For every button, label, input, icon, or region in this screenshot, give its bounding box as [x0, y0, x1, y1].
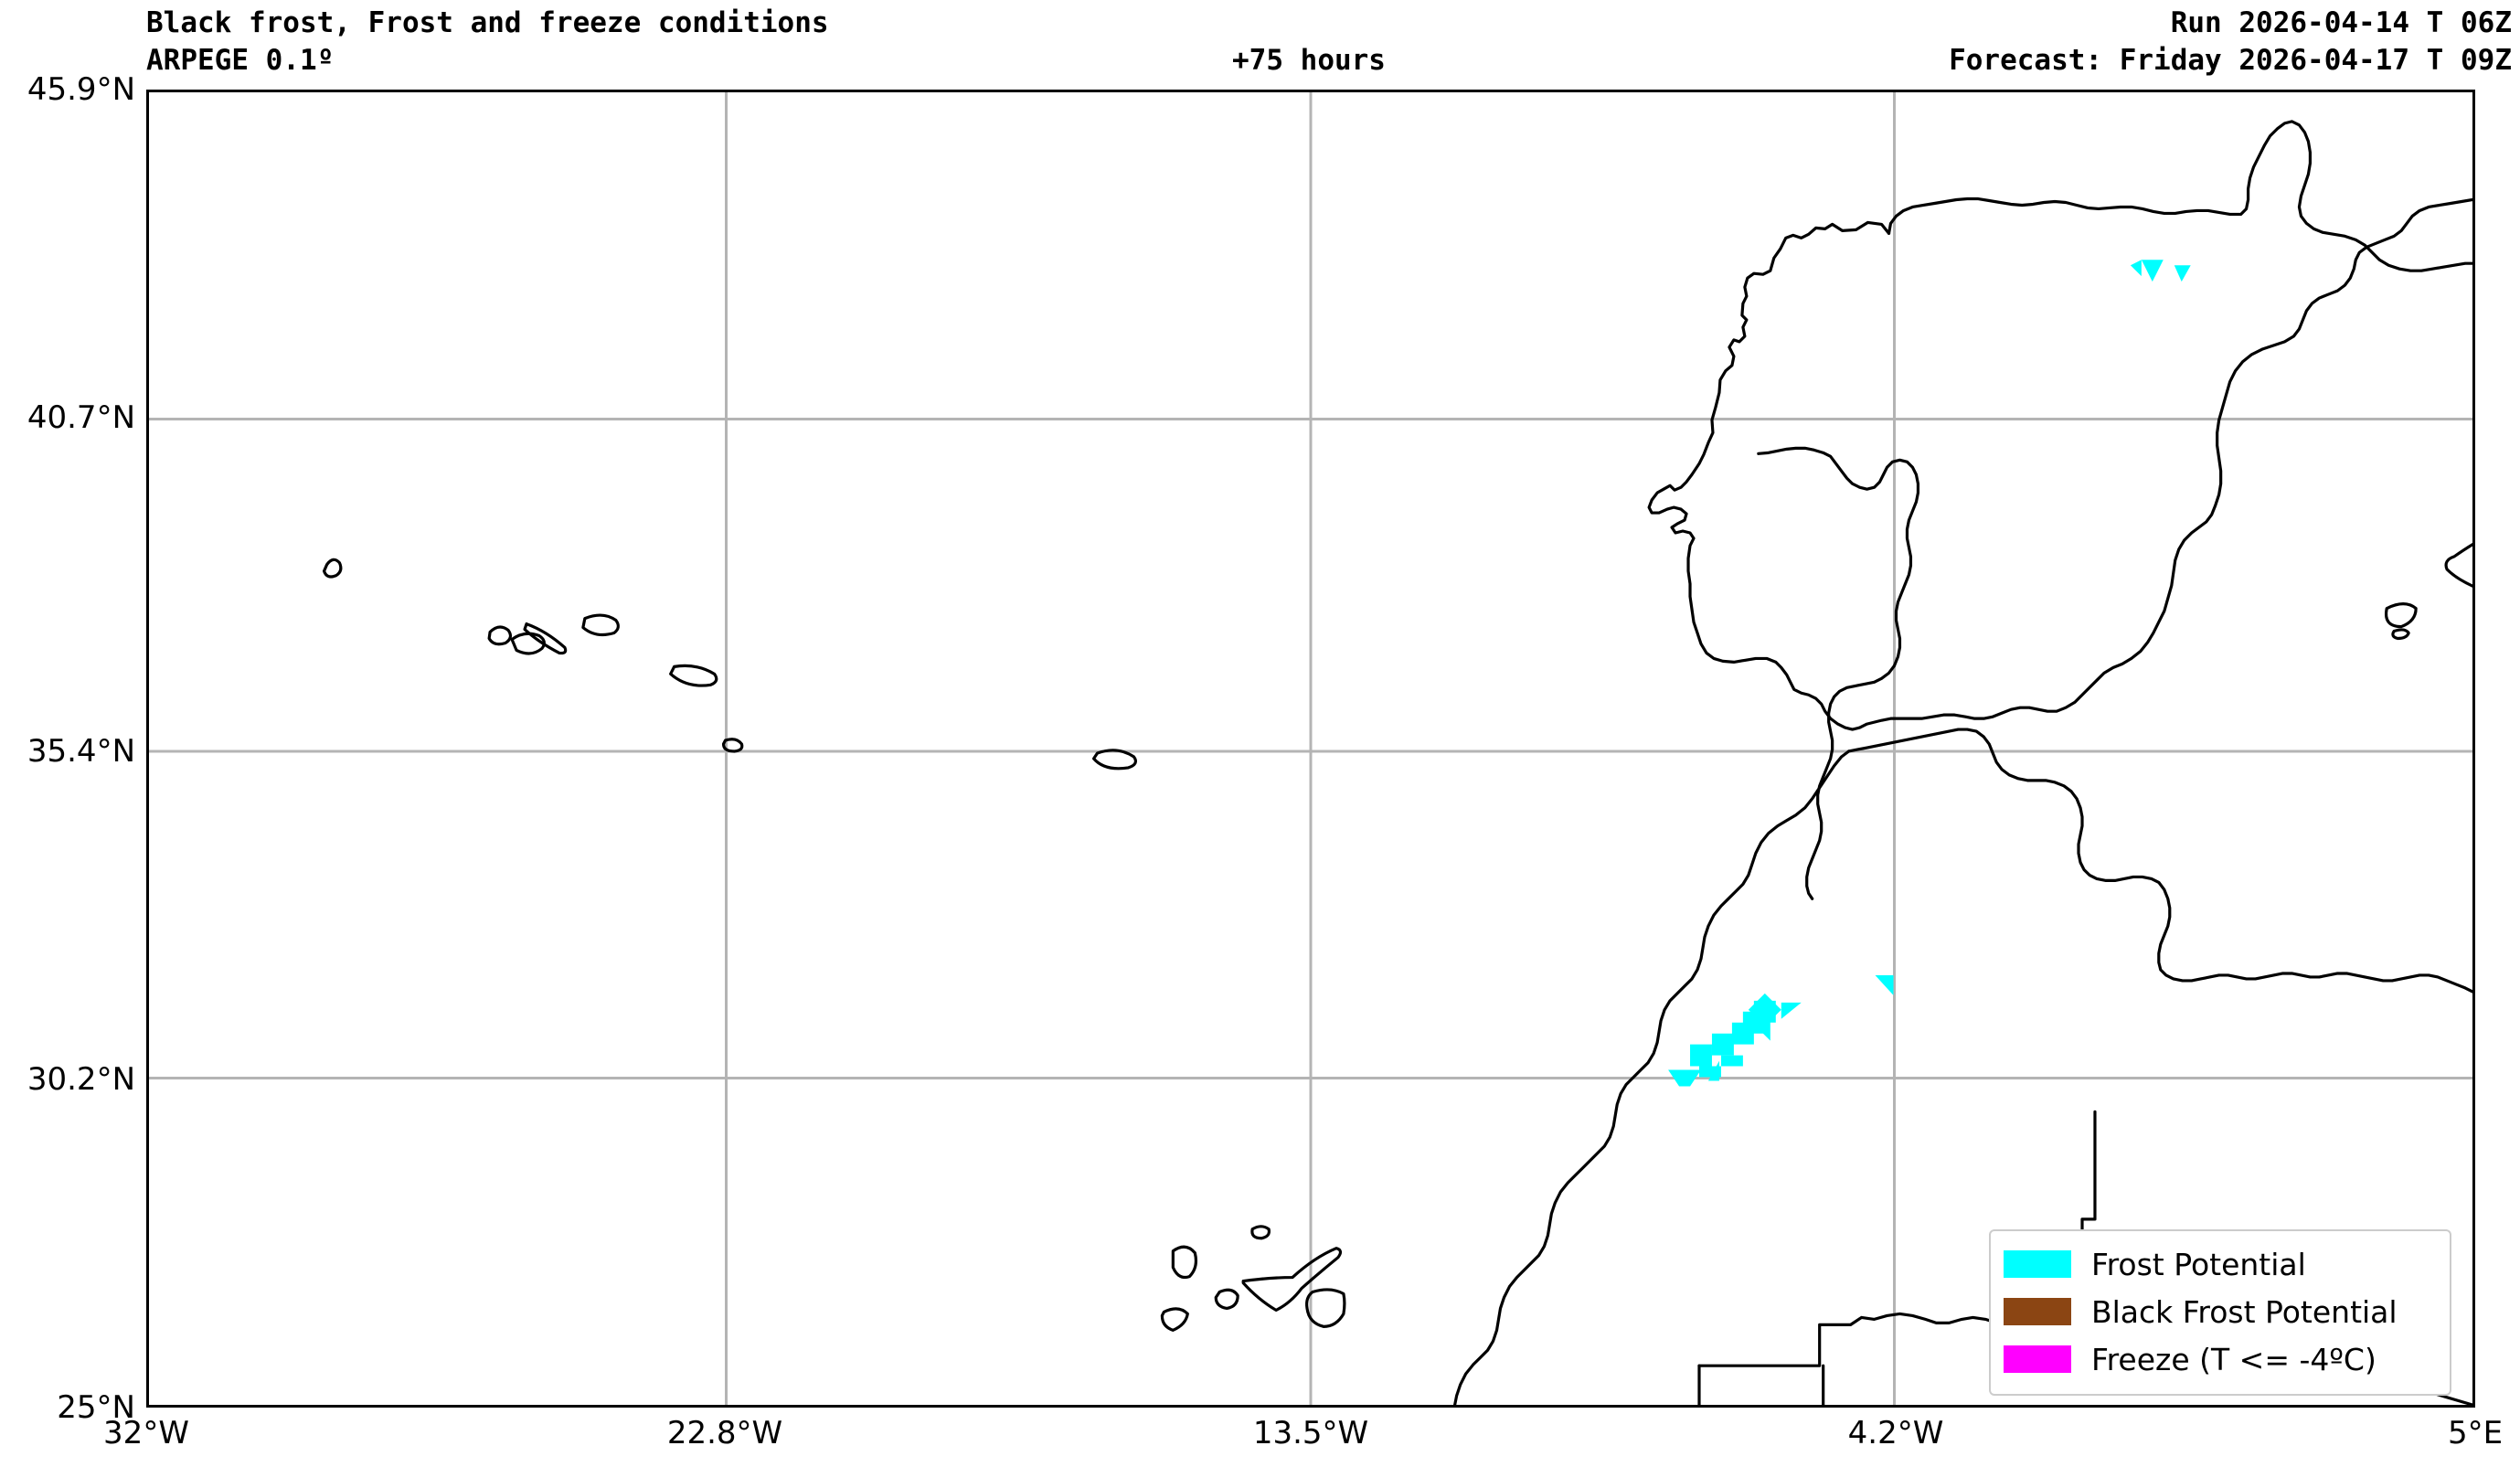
legend-swatch-black-frost-potential [2004, 1298, 2071, 1325]
map-legend[interactable]: Frost Potential Black Frost Potential Fr… [1989, 1229, 2451, 1396]
map-plot-area[interactable] [146, 90, 2475, 1408]
x-tick-label-4-2w: 4.2°W [1847, 1415, 1944, 1451]
coastline-mediterranean-africa [1847, 728, 2472, 994]
y-tick-label-25: 25°N [57, 1389, 135, 1426]
coastline-nw-africa [1453, 749, 1851, 1405]
forecast-timestamp: Forecast: Friday 2026-04-17 T 09Z [1949, 44, 2512, 77]
islands-canary [1160, 1245, 1346, 1332]
legend-swatch-frost-potential [2004, 1250, 2071, 1278]
x-tick-label-22-8w: 22.8°W [666, 1415, 783, 1451]
y-tick-label-35-4: 35.4°N [27, 733, 135, 770]
frost-region-east-isolated [1875, 974, 1894, 995]
y-tick-label-45-9: 45.9°N [27, 71, 135, 108]
x-tick-label-32w: 32°W [103, 1415, 189, 1451]
graticule-grid [149, 92, 2472, 1405]
page-title: Black frost, Frost and freeze conditions [146, 6, 829, 39]
frost-potential-regions [1668, 260, 2191, 1087]
lead-time-label: +75 hours [1232, 44, 1386, 77]
frost-region-high-atlas [1668, 993, 1781, 1087]
legend-item-freeze[interactable]: Freeze (T <= -4ºC) [2004, 1335, 2437, 1383]
islands-azores [322, 558, 744, 753]
legend-label-black-frost-potential: Black Frost Potential [2091, 1293, 2398, 1330]
legend-item-frost-potential[interactable]: Frost Potential [2004, 1240, 2437, 1288]
y-tick-label-30-2: 30.2°N [27, 1061, 135, 1098]
legend-label-frost-potential: Frost Potential [2091, 1246, 2306, 1282]
islands-balearic [2385, 542, 2472, 641]
x-tick-label-5e: 5°E [2447, 1415, 2504, 1451]
map-header: Black frost, Frost and freeze conditions… [0, 0, 2520, 90]
legend-label-freeze: Freeze (T <= -4ºC) [2091, 1341, 2376, 1377]
coastline-iberia-north [1887, 120, 2472, 272]
coastline-layer [322, 120, 2472, 1405]
islands-madeira [1091, 749, 1138, 771]
legend-item-black-frost-potential[interactable]: Black Frost Potential [2004, 1288, 2437, 1335]
frost-region-pyrenees [2130, 260, 2191, 282]
map-canvas [149, 92, 2472, 1405]
model-label: ARPEGE 0.1º [146, 44, 335, 77]
run-timestamp: Run 2026-04-14 T 06Z [2170, 6, 2512, 39]
x-tick-label-13-5w: 13.5°W [1252, 1415, 1369, 1451]
legend-swatch-freeze [2004, 1345, 2071, 1373]
islands-selvagens [1250, 1225, 1271, 1240]
coastline-iberia [1647, 197, 2472, 731]
y-tick-label-40-7: 40.7°N [27, 399, 135, 436]
